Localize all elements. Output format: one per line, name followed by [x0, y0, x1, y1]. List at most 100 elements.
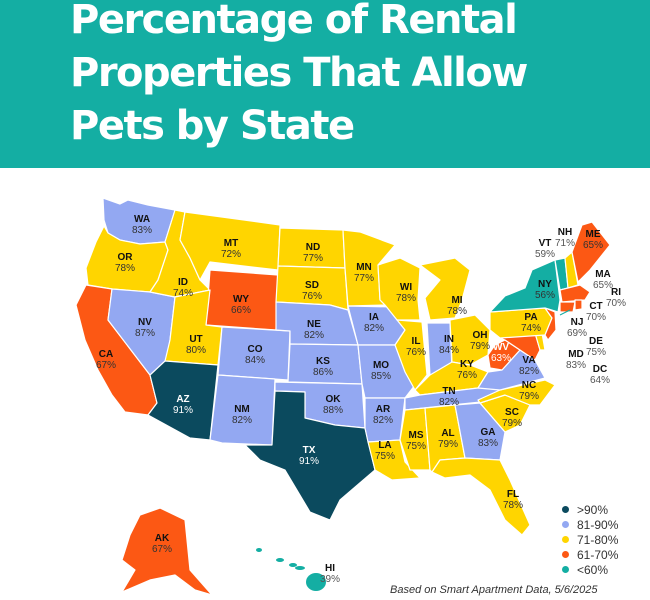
legend-label: 71-80% — [577, 532, 619, 547]
state-tx[interactable] — [244, 390, 376, 521]
state-pct: 75% — [374, 451, 396, 462]
state-pct: 79% — [501, 418, 523, 429]
state-abbr: PA — [524, 312, 538, 323]
label-ut: UT 80% — [186, 334, 206, 356]
state-pct: 63% — [490, 353, 512, 364]
state-abbr: OR — [117, 252, 133, 263]
state-abbr: WY — [232, 294, 250, 305]
legend-item: 71-80% — [562, 532, 618, 547]
state-abbr: AZ — [176, 394, 190, 405]
state-abbr: DC — [592, 364, 608, 375]
state-abbr: ID — [177, 277, 188, 288]
state-ms[interactable] — [399, 407, 431, 471]
state-hi-island[interactable] — [256, 548, 262, 552]
state-abbr: CT — [589, 301, 603, 312]
state-pct: 69% — [566, 328, 588, 339]
label-nd: ND 77% — [303, 242, 323, 264]
state-me[interactable] — [571, 221, 611, 283]
label-mo: MO 85% — [371, 360, 391, 382]
legend-dot-icon — [562, 551, 569, 558]
state-abbr: HI — [324, 563, 335, 574]
state-pct: 78% — [446, 306, 468, 317]
state-wi[interactable] — [377, 257, 421, 321]
label-wa: WA 83% — [132, 214, 152, 236]
state-pct: 82% — [363, 323, 385, 334]
label-la: LA 75% — [375, 440, 395, 462]
state-abbr: CA — [98, 349, 114, 360]
state-abbr: NV — [138, 317, 152, 328]
state-pct: 88% — [322, 405, 344, 416]
state-pct: 85% — [370, 371, 392, 382]
state-ak[interactable] — [121, 507, 213, 596]
label-ga: GA 83% — [478, 427, 498, 449]
state-pct: 84% — [438, 345, 460, 356]
state-ny[interactable] — [489, 259, 561, 313]
legend-dot-icon — [562, 536, 569, 543]
label-az: AZ 91% — [173, 394, 193, 416]
state-ct[interactable] — [559, 301, 576, 313]
state-pct: 72% — [220, 249, 242, 260]
state-abbr: IA — [368, 312, 379, 323]
label-ms: MS 75% — [406, 430, 426, 452]
state-mi[interactable] — [419, 257, 471, 321]
state-abbr: MD — [568, 349, 584, 360]
label-mt: MT 72% — [221, 238, 241, 260]
nj-leader-line — [559, 309, 571, 316]
state-abbr: KY — [460, 359, 474, 370]
label-dc: DC 64% — [590, 364, 610, 386]
state-pct: 70% — [585, 312, 607, 323]
state-nm[interactable] — [209, 374, 276, 446]
label-de: DE 75% — [586, 336, 606, 358]
state-az[interactable] — [147, 360, 219, 441]
label-ma: MA 65% — [593, 269, 613, 291]
state-hi-island[interactable] — [276, 558, 284, 562]
state-pct: 76% — [301, 291, 323, 302]
label-wv: WV 63% — [491, 342, 511, 364]
state-pct: 70% — [605, 298, 627, 309]
state-pct: 79% — [518, 391, 540, 402]
legend-item: 61-70% — [562, 547, 618, 562]
label-sd: SD 76% — [302, 280, 322, 302]
state-pct: 76% — [405, 347, 427, 358]
state-pct: 71% — [554, 238, 576, 249]
state-pct: 83% — [131, 225, 153, 236]
state-ri[interactable] — [574, 299, 583, 311]
state-abbr: IL — [411, 336, 421, 347]
state-ma[interactable] — [559, 284, 591, 303]
label-wy: WY 66% — [231, 294, 251, 316]
state-nj[interactable] — [544, 307, 557, 341]
label-al: AL 79% — [438, 428, 458, 450]
state-pct: 78% — [114, 263, 136, 274]
label-mn: MN 77% — [354, 262, 374, 284]
label-ri: RI 70% — [606, 287, 626, 309]
state-pct: 86% — [312, 367, 334, 378]
state-il[interactable] — [394, 319, 428, 391]
state-pct: 82% — [518, 366, 540, 377]
legend-label: 81-90% — [577, 517, 619, 532]
label-ks: KS 86% — [313, 356, 333, 378]
state-abbr: NY — [538, 279, 552, 290]
state-abbr: NM — [234, 404, 250, 415]
state-abbr: MT — [223, 238, 239, 249]
label-sc: SC 79% — [502, 407, 522, 429]
state-fl[interactable] — [431, 457, 531, 536]
legend-label: <60% — [577, 562, 609, 577]
label-nm: NM 82% — [232, 404, 252, 426]
state-abbr: MA — [595, 269, 611, 280]
state-pct: 64% — [589, 375, 611, 386]
state-abbr: VA — [522, 355, 536, 366]
label-oh: OH 79% — [470, 330, 490, 352]
label-id: ID 74% — [173, 277, 193, 299]
label-va: VA 82% — [519, 355, 539, 377]
state-hi-island[interactable] — [289, 563, 297, 567]
state-nc[interactable] — [477, 379, 556, 406]
label-pa: PA 74% — [521, 312, 541, 334]
state-abbr: NC — [521, 380, 537, 391]
state-hi-island[interactable] — [295, 566, 305, 570]
state-abbr: DE — [589, 336, 603, 347]
state-ga[interactable] — [454, 402, 506, 461]
label-ky: KY 76% — [457, 359, 477, 381]
state-hi-island[interactable] — [306, 573, 326, 591]
state-abbr: KS — [316, 356, 330, 367]
state-abbr: MI — [451, 295, 463, 306]
